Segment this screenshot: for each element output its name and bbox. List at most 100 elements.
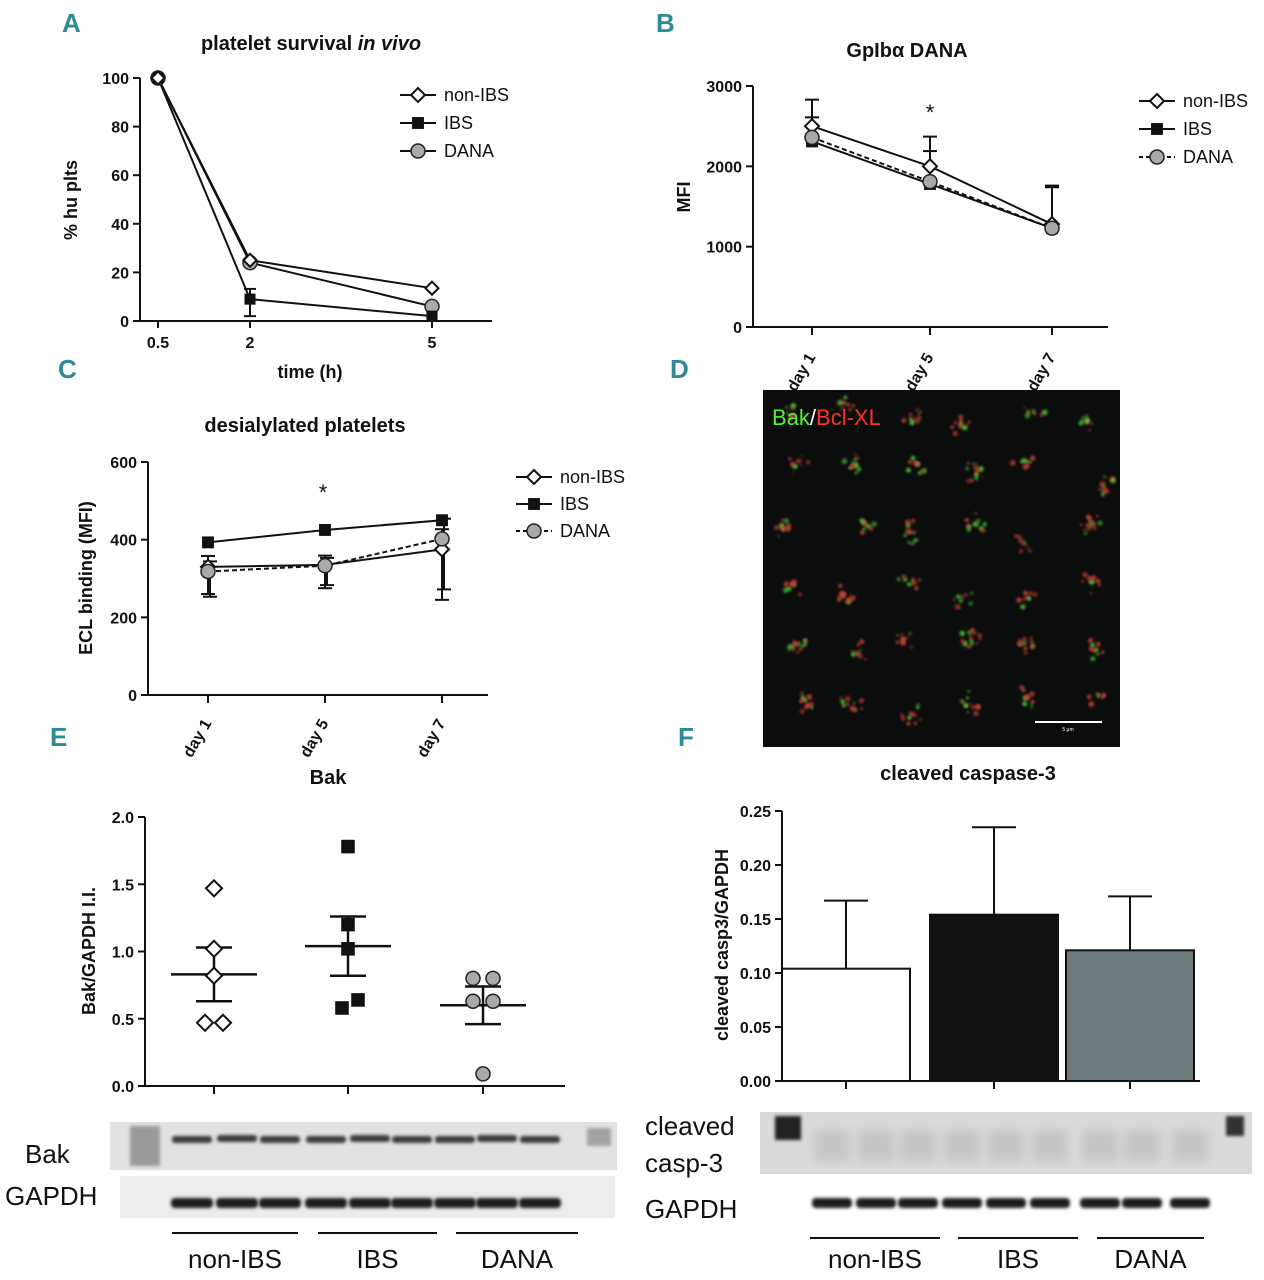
micro-dot	[969, 639, 974, 643]
micro-dot	[1095, 578, 1101, 584]
micro-dot	[799, 691, 805, 696]
micro-dot	[779, 522, 785, 528]
band-casp3-8	[1172, 1130, 1208, 1162]
micro-dot	[977, 633, 982, 638]
micro-dot	[913, 530, 916, 534]
group-label-f-1: IBS	[997, 1244, 1039, 1274]
band-bak-6	[435, 1136, 475, 1143]
micro-dot	[908, 530, 911, 533]
micro-dot	[1018, 549, 1024, 554]
micro-dot	[917, 578, 922, 582]
micro-dot	[958, 421, 963, 426]
micro-dot	[914, 418, 920, 424]
micro-dot	[916, 705, 920, 709]
micro-dot	[916, 463, 920, 467]
micro-dot	[911, 578, 916, 582]
microscopy-cells	[774, 395, 1116, 726]
micro-dot	[909, 419, 915, 425]
micro-dot	[858, 699, 862, 703]
micro-dot	[896, 634, 899, 637]
micro-dot	[1023, 590, 1028, 596]
blot-e-row1-label: Bak	[25, 1139, 71, 1169]
panel-f-title: cleaved caspase-3	[880, 763, 1056, 785]
panel-letter-a: A	[62, 8, 81, 38]
panel-c: C desialylated platelets 0 200 400 600 day 1…	[58, 354, 625, 760]
y-tick-label-b-2: 2000	[706, 159, 742, 176]
y-axis-label-b: MFI	[674, 182, 694, 213]
y-tick-label-c-0: 0	[128, 688, 137, 705]
micro-dot	[849, 593, 852, 596]
micro-dot	[967, 420, 971, 424]
point-e-0-0	[204, 878, 224, 898]
micro-dot	[960, 639, 965, 644]
micro-dot	[905, 636, 909, 640]
micro-dot	[1014, 534, 1018, 538]
y-tick-label-a-3: 60	[111, 168, 129, 185]
point-a-0-0	[150, 70, 166, 86]
micro-dot	[781, 527, 785, 531]
micro-dot	[967, 644, 972, 649]
band-bak-7	[477, 1135, 517, 1142]
group-label-e-1: IBS	[357, 1244, 399, 1274]
micro-dot	[804, 698, 808, 703]
panel-e-title: Bak	[310, 767, 348, 789]
panel-a: A platelet survival in vivo 0 20 40 60 80 100…	[61, 8, 509, 382]
micro-dot	[971, 630, 977, 636]
micro-dot	[852, 701, 856, 705]
micro-dot	[958, 599, 963, 604]
micro-dot	[975, 463, 978, 466]
y-tick-label-a-5: 100	[102, 71, 129, 88]
point-e-1-0	[341, 839, 355, 854]
y-tick-label-b-0: 0	[733, 320, 742, 337]
micro-dot	[841, 458, 848, 465]
legend-marker-c-1	[528, 498, 540, 510]
micro-dot	[1098, 583, 1101, 587]
band-bak-5	[392, 1136, 432, 1143]
micro-dot	[841, 593, 847, 598]
micro-dot	[856, 466, 862, 472]
micro-dot	[851, 461, 855, 465]
micro-dot	[970, 591, 974, 595]
panel-letter-b: B	[656, 8, 675, 38]
point-c-1-0	[202, 536, 214, 549]
micro-dot	[806, 694, 813, 700]
micro-dot	[854, 464, 858, 468]
micro-dot	[967, 630, 972, 635]
point-e-1-1	[341, 917, 355, 932]
chart-b: 0 1000 2000 3000 day 1 day 5 day 7 MFI * non-IBS I…	[674, 79, 1248, 394]
micro-dot	[907, 541, 911, 544]
micro-dot	[784, 581, 790, 587]
band-gapdh-e-7	[476, 1198, 518, 1208]
micro-dot	[966, 462, 970, 465]
micro-dot	[958, 424, 962, 428]
micro-dot	[1109, 479, 1112, 482]
group-label-f-2: DANA	[1114, 1244, 1187, 1274]
micro-dot	[791, 413, 794, 416]
blot-f-row1-label-line1: cleaved	[645, 1111, 735, 1141]
micro-dot	[1083, 528, 1088, 532]
band-bak-3	[306, 1136, 346, 1143]
micro-dot	[908, 412, 913, 417]
micro-dot	[839, 696, 843, 700]
point-e-2-3	[485, 993, 501, 1010]
micro-dot	[956, 594, 961, 600]
band-gapdh-e-3	[305, 1198, 347, 1208]
ladder-e-right	[587, 1128, 611, 1146]
micro-dot	[908, 459, 914, 465]
micro-dot	[845, 702, 850, 706]
micro-dot	[1032, 592, 1038, 597]
blot-e-membrane-1	[110, 1122, 617, 1170]
point-a-1-1	[244, 293, 256, 305]
micro-dot	[966, 710, 970, 714]
x-axis-label-a: time (h)	[278, 362, 343, 382]
micro-dot	[972, 462, 975, 466]
micro-dot	[975, 704, 981, 710]
micro-dot	[1028, 549, 1032, 553]
micro-dot	[798, 647, 803, 652]
micro-dot	[952, 431, 958, 437]
micro-dot	[1040, 413, 1044, 417]
micro-dot	[950, 425, 954, 429]
micro-dot	[1087, 696, 1090, 700]
micro-dot	[1097, 520, 1103, 526]
